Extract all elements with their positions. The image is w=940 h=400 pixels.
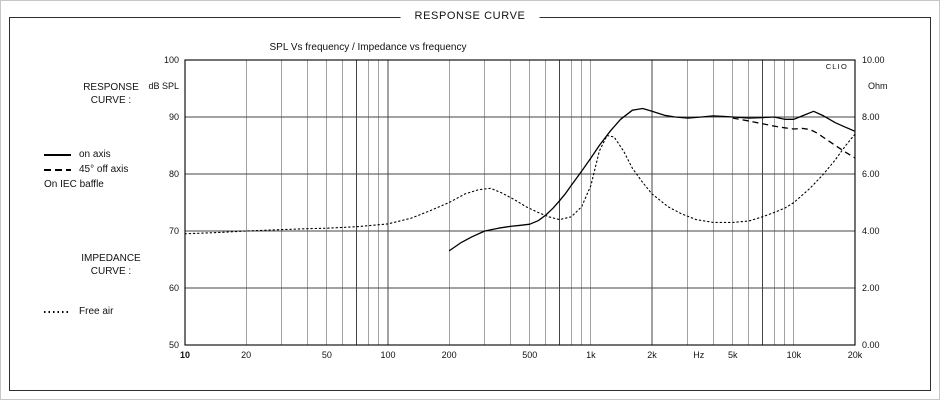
response-curve-panel: RESPONSE CURVE RESPONSE CURVE : on axis …	[9, 10, 931, 391]
legend-line-sample-solid	[44, 153, 71, 156]
legend-label-free-air: Free air	[79, 306, 114, 317]
curve-free-air-impedance	[184, 133, 856, 235]
plot-border	[184, 59, 856, 346]
x-tick-label: 2k	[647, 350, 657, 360]
x-tick-label: 20	[241, 350, 251, 360]
x-tick-label: 20k	[848, 350, 863, 360]
x-tick-label: 50	[322, 350, 332, 360]
legend-label-off-axis: 45° off axis	[79, 164, 129, 175]
x-tick-label: 100	[380, 350, 395, 360]
legend-label-on-axis: on axis	[79, 149, 111, 160]
legend-baffle-note: On IEC baffle	[44, 179, 104, 190]
legend-item-off-axis: 45° off axis	[44, 162, 178, 177]
chart-legend: RESPONSE CURVE : on axis 45° off axis On…	[44, 81, 178, 319]
chart-title: SPL Vs frequency / Impedance vs frequenc…	[270, 42, 467, 53]
response-legend-items: on axis 45° off axis On IEC baffle	[44, 147, 178, 192]
y-right-tick-label: 10.00	[862, 55, 885, 65]
axis-tick-labels: 10 20 50 100 200 500 1k 2k Hz 5k 10k 20k 100 90 80 70 60…	[164, 55, 885, 360]
y-right-tick-label: 2.00	[862, 283, 880, 293]
y-left-tick-label: 60	[169, 283, 179, 293]
y-right-axis-label: Ohm	[868, 81, 888, 91]
y-right-tick-label: 6.00	[862, 169, 880, 179]
y-left-tick-label: 90	[169, 112, 179, 122]
y-left-tick-label: 80	[169, 169, 179, 179]
x-tick-label: 500	[522, 350, 537, 360]
x-tick-label: 200	[442, 350, 457, 360]
y-left-axis-label: dB SPL	[148, 81, 179, 91]
x-tick-label: 10k	[787, 350, 802, 360]
curve-on-axis	[448, 107, 856, 252]
chart-curves	[184, 107, 856, 252]
x-axis-unit-label: Hz	[693, 350, 704, 360]
y-left-tick-label: 100	[164, 55, 179, 65]
curve-45-off-axis	[732, 117, 856, 159]
clio-watermark: CLIO	[826, 62, 848, 71]
legend-item-on-axis: on axis	[44, 147, 178, 162]
y-left-tick-label: 50	[169, 340, 179, 350]
y-right-tick-label: 4.00	[862, 226, 880, 236]
legend-line-sample-dotted	[44, 310, 71, 313]
x-tick-label: 5k	[728, 350, 738, 360]
y-left-tick-label: 70	[169, 226, 179, 236]
y-right-tick-label: 8.00	[862, 112, 880, 122]
legend-line-sample-dashed	[44, 168, 71, 171]
x-tick-label: 1k	[586, 350, 596, 360]
impedance-legend-heading: IMPEDANCE CURVE :	[81, 253, 141, 277]
x-tick-label: 10	[180, 350, 190, 360]
y-right-tick-label: 0.00	[862, 340, 880, 350]
response-legend-heading: RESPONSE CURVE :	[83, 82, 139, 106]
panel-title: RESPONSE CURVE	[400, 10, 540, 22]
legend-item-free-air: Free air	[44, 304, 178, 319]
